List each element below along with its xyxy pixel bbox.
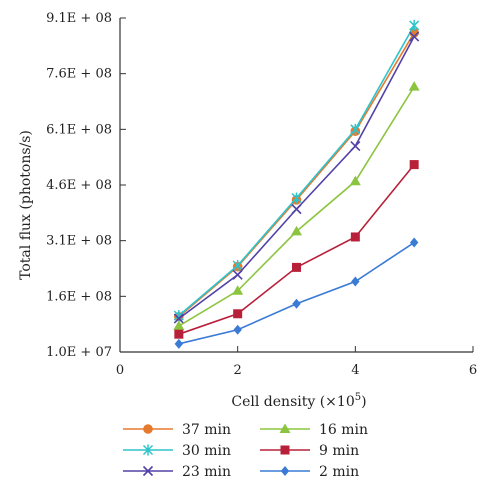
data-point <box>174 329 184 339</box>
series-16-min <box>173 81 420 331</box>
data-point <box>350 140 361 152</box>
data-point <box>409 237 419 248</box>
legend-item: 2 min <box>260 464 359 480</box>
x-tick-label: 4 <box>351 363 359 378</box>
series-23-min <box>173 31 420 324</box>
y-tick-label: 6.1E + 08 <box>46 122 112 137</box>
data-point <box>349 175 361 186</box>
x-axis-title-close: ) <box>361 394 366 410</box>
data-point <box>233 324 242 335</box>
y-tick-label: 7.6E + 08 <box>46 67 112 82</box>
data-point <box>350 232 360 242</box>
series-37-min <box>174 28 419 322</box>
x-ticks: 0 2 4 6 <box>116 346 477 378</box>
legend: 37 min 30 min 23 min 16 min 9 min 2 min <box>123 422 368 480</box>
legend-label: 2 min <box>319 464 359 480</box>
legend-marker <box>280 445 290 455</box>
series-9-min <box>174 160 419 339</box>
legend-marker <box>279 423 291 433</box>
legend-item: 16 min <box>260 422 368 438</box>
series-group <box>173 19 420 349</box>
data-point <box>292 262 301 272</box>
series-line <box>178 86 415 327</box>
y-tick-label: 3.1E + 08 <box>46 234 112 249</box>
x-axis-title-exponent: 5 <box>355 392 361 403</box>
legend-label: 37 min <box>182 422 231 438</box>
data-point <box>409 160 419 170</box>
series-line <box>178 32 415 318</box>
legend-label: 23 min <box>182 464 231 480</box>
y-tick-label: 9.1E + 08 <box>46 11 112 26</box>
y-tick-label: 4.6E + 08 <box>46 178 112 193</box>
data-point <box>173 313 184 324</box>
legend-item: 9 min <box>260 443 359 459</box>
data-point <box>232 285 244 295</box>
legend-marker <box>143 424 153 434</box>
legend-label: 30 min <box>182 443 231 459</box>
x-tick-label: 2 <box>234 363 242 378</box>
legend-item: 37 min <box>123 422 231 438</box>
data-point <box>351 276 360 287</box>
data-point <box>174 338 184 349</box>
series-30-min <box>173 19 420 322</box>
legend-marker <box>280 466 290 476</box>
data-point <box>409 31 420 42</box>
data-point <box>291 225 302 236</box>
series-line <box>178 36 415 320</box>
x-tick-label: 6 <box>469 363 477 378</box>
data-point <box>350 123 361 135</box>
y-ticks: 1.0E + 07 1.6E + 08 3.1E + 08 4.6E + 08 6.1E… <box>46 11 126 360</box>
series-line <box>178 25 415 317</box>
legend-item: 23 min <box>123 464 231 480</box>
x-axis-title-main: Cell density (×10 <box>231 394 354 410</box>
legend-label: 9 min <box>319 443 359 459</box>
data-point <box>232 269 243 280</box>
data-point <box>409 19 420 31</box>
legend-item: 30 min <box>123 443 231 459</box>
data-point <box>291 192 302 204</box>
data-point <box>173 320 185 331</box>
data-point <box>233 309 243 319</box>
data-point <box>408 81 420 91</box>
data-point <box>292 298 301 309</box>
y-tick-label: 1.6E + 08 <box>46 289 112 304</box>
x-tick-label: 0 <box>116 363 124 378</box>
legend-marker <box>142 465 154 477</box>
legend-marker <box>142 444 154 456</box>
data-point <box>291 204 302 215</box>
y-axis-title: Total flux (photons/s) <box>18 130 34 280</box>
legend-label: 16 min <box>319 422 368 438</box>
series-2-min <box>174 237 419 349</box>
x-axis-title: Cell density (×105) <box>231 392 366 410</box>
data-point <box>232 260 243 272</box>
y-tick-label: 1.0E + 07 <box>46 345 112 360</box>
